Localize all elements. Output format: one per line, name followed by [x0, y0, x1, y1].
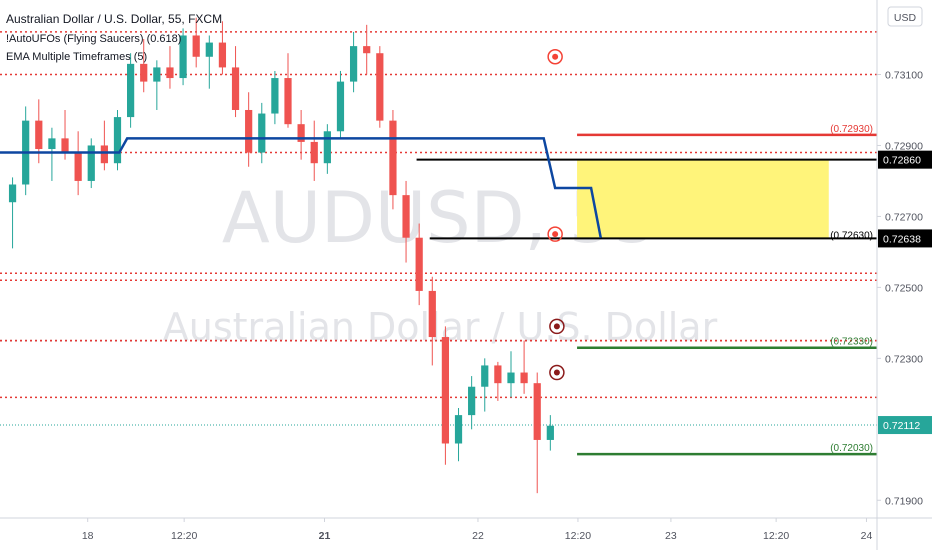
candle-body	[245, 109, 253, 153]
x-tick-label: 24	[861, 530, 873, 542]
chart-title[interactable]: Australian Dollar / U.S. Dollar, 55, FXC…	[6, 12, 222, 26]
y-tick-label: 0.72900	[885, 140, 923, 152]
zone-layer: (0.72930) (0.72630) (0.72330) (0.72030)	[416, 124, 877, 456]
candle-body	[87, 145, 95, 181]
indicator-autoufos[interactable]: !AutoUFOs (Flying Saucers) (0.618)	[6, 33, 181, 45]
candle-body	[494, 365, 502, 384]
ufo-marker-dot	[553, 369, 560, 376]
price-badge-zone-top	[878, 150, 932, 169]
currency-button-label: USD	[894, 12, 917, 24]
target-zone	[577, 159, 829, 239]
candle-body	[363, 46, 371, 54]
candle-body	[323, 131, 331, 164]
candle-body	[258, 113, 266, 153]
ufo-marker-dot	[553, 323, 560, 330]
candle-body	[349, 46, 358, 82]
price-badge-zone-bottom	[878, 229, 932, 248]
currency-button[interactable]	[887, 6, 923, 27]
ufo-marker	[549, 318, 565, 335]
x-tick-label: 18	[82, 530, 94, 542]
level-label: (0.72330)	[830, 337, 873, 348]
candle-body	[140, 63, 148, 82]
ufo-marker	[547, 49, 563, 65]
candle-body	[376, 53, 384, 121]
candle-body	[113, 117, 122, 164]
y-tick-label: 0.72300	[885, 353, 923, 365]
watermark-name: Australian Dollar / U.S. Dollar	[163, 305, 718, 349]
candle-body	[8, 184, 17, 203]
x-tick-label: 21	[319, 530, 331, 542]
ufo-marker	[547, 226, 563, 242]
candle-body	[231, 67, 240, 110]
candle-body	[520, 372, 528, 384]
candle-body	[61, 138, 69, 153]
price-badge-current	[878, 416, 932, 435]
candle-body	[533, 383, 541, 440]
candle-body	[153, 67, 161, 82]
indicator-ema[interactable]: EMA Multiple Timeframes (5)	[6, 51, 147, 63]
candle-body	[166, 67, 174, 79]
candle-body	[271, 78, 279, 114]
y-axis[interactable]: 0.73100 0.72900 0.72700 0.72500 0.72300 0.719…	[877, 70, 923, 508]
candle-body	[127, 63, 135, 118]
candle-body	[310, 141, 318, 164]
candle-body	[441, 337, 450, 444]
ema-line	[0, 137, 602, 238]
y-tick-label: 0.71900	[885, 495, 923, 507]
x-tick-label: 12:20	[763, 530, 789, 542]
y-tick-label: 0.72500	[885, 282, 923, 294]
candle-body	[336, 81, 345, 132]
ema-layer	[0, 137, 602, 238]
ufo-marker-dot	[552, 53, 559, 60]
ufo-marker-dot	[552, 231, 559, 238]
candle-body	[402, 195, 410, 238]
x-axis[interactable]: 18 12:20 21 22 12:20 23 12:20 24	[82, 518, 873, 542]
candle-body	[35, 120, 43, 150]
candle-body	[389, 120, 397, 196]
x-tick-label: 23	[665, 530, 677, 542]
x-tick-label: 12:20	[565, 530, 591, 542]
candle-body	[546, 425, 554, 440]
level-label: (0.72930)	[830, 124, 873, 135]
candle-body	[179, 35, 187, 79]
candle-body	[205, 42, 213, 57]
price-badge-current-label: 0.72112	[883, 420, 920, 432]
candle-body	[192, 35, 200, 57]
candle-body	[481, 365, 489, 387]
price-badge-zone-top-label: 0.72860	[883, 155, 921, 167]
ufo-marker	[549, 364, 565, 381]
price-badge-zone-bottom-label: 0.72638	[883, 233, 921, 245]
candle-body	[468, 386, 476, 416]
level-label: (0.72630)	[830, 230, 873, 241]
candle-body	[415, 237, 423, 291]
x-tick-label: 12:20	[171, 530, 197, 542]
candles-layer	[8, 17, 554, 494]
candle-body	[48, 138, 56, 150]
price-badges: 0.72860 0.72638 0.72112	[878, 150, 932, 435]
candle-body	[284, 78, 292, 125]
candle-body	[507, 372, 515, 384]
candle-body	[74, 152, 82, 181]
candle-body	[454, 415, 463, 444]
candle-body	[100, 145, 108, 164]
y-tick-label: 0.72700	[885, 211, 923, 223]
candle-body	[218, 42, 227, 68]
markers-layer	[547, 49, 565, 381]
y-tick-label: 0.73100	[885, 70, 923, 82]
x-tick-label: 22	[472, 530, 484, 542]
candle-body	[428, 290, 436, 338]
level-label: (0.72030)	[830, 443, 873, 454]
candle-body	[297, 124, 305, 142]
